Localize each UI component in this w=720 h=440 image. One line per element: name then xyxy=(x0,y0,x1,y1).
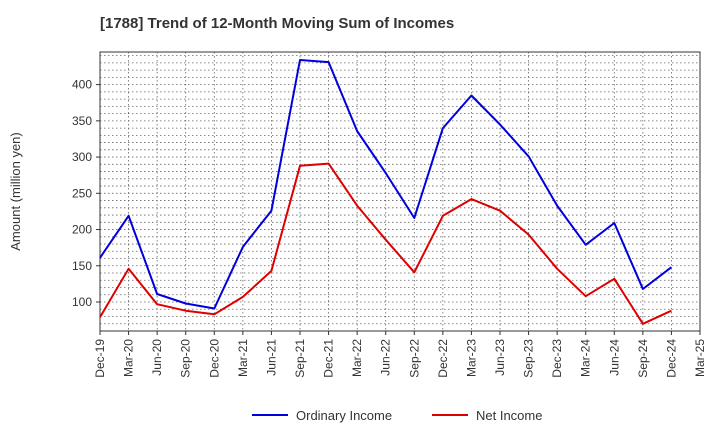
x-tick-label: Dec-22 xyxy=(436,339,450,378)
y-tick-label: 300 xyxy=(72,150,92,164)
series-layer xyxy=(99,59,673,325)
legend-label: Ordinary Income xyxy=(296,408,392,423)
x-tick-label: Dec-21 xyxy=(322,339,336,378)
x-tick-label: Mar-25 xyxy=(693,339,707,377)
x-tick-label: Dec-19 xyxy=(93,339,107,378)
y-axis-title: Amount (million yen) xyxy=(8,132,23,251)
x-tick-label: Mar-22 xyxy=(350,339,364,377)
y-tick-label: 250 xyxy=(72,186,92,200)
x-tick-label: Dec-24 xyxy=(664,339,678,378)
y-tick-label: 200 xyxy=(72,223,92,237)
legend-label: Net Income xyxy=(476,408,542,423)
grid xyxy=(100,52,700,331)
x-tick-label: Sep-23 xyxy=(522,339,536,378)
y-tick-label: 150 xyxy=(72,259,92,273)
x-tick-label: Mar-23 xyxy=(464,339,478,377)
legend: Ordinary Income Net Income xyxy=(252,408,542,423)
x-tick-label: Mar-24 xyxy=(579,339,593,377)
x-tick-label: Jun-21 xyxy=(264,339,278,376)
plot-frame xyxy=(99,51,701,332)
x-axis: Dec-19 Mar-20 Jun-20 Sep-20 Dec-20 Mar-21 Jun-… xyxy=(93,331,707,378)
y-tick-label: 350 xyxy=(72,114,92,128)
y-tick-label: 400 xyxy=(72,78,92,92)
x-tick-label: Jun-20 xyxy=(150,339,164,376)
chart-title: [1788] Trend of 12-Month Moving Sum of I… xyxy=(100,15,455,32)
x-tick-label: Sep-20 xyxy=(179,339,193,378)
x-tick-label: Jun-24 xyxy=(607,339,621,376)
x-tick-label: Sep-21 xyxy=(293,339,307,378)
x-tick-label: Dec-23 xyxy=(550,339,564,378)
x-tick-label: Sep-22 xyxy=(407,339,421,378)
y-tick-label: 100 xyxy=(72,295,92,309)
x-tick-label: Mar-21 xyxy=(236,339,250,377)
x-tick-label: Sep-24 xyxy=(636,339,650,378)
y-axis: 100 150 200 250 300 350 400 xyxy=(72,78,100,309)
x-tick-label: Jun-23 xyxy=(493,339,507,376)
x-tick-label: Dec-20 xyxy=(207,339,221,378)
x-tick-label: Jun-22 xyxy=(379,339,393,376)
x-tick-label: Mar-20 xyxy=(122,339,136,377)
